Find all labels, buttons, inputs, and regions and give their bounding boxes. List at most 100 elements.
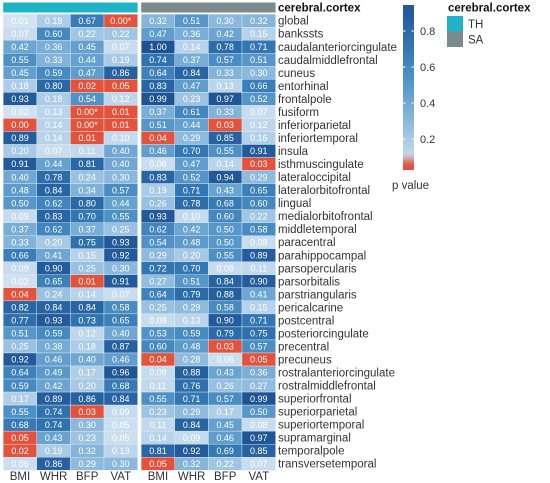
cell-value-label: 0.14	[45, 133, 63, 143]
cell-value-label: 0.47	[149, 29, 167, 39]
cell-value-label: 0.29	[183, 407, 201, 417]
cell-value-label: 0.51	[149, 120, 167, 130]
cell-value-label: 0.40	[11, 172, 29, 182]
cell-value-label: 0.02	[11, 446, 29, 456]
cell-value-label: 0.82	[11, 303, 29, 313]
cell-value-label: 1.00	[149, 42, 167, 52]
cell-value-label: 0.52	[250, 94, 268, 104]
cell-value-label: 0.42	[11, 42, 29, 52]
cell-value-label: 0.05	[250, 355, 268, 365]
cell-value-label: 0.81	[149, 446, 167, 456]
cell-value-label: 0.85	[250, 446, 268, 456]
row-label: superiorparietal	[278, 407, 357, 419]
cell-value-label: 0.84	[183, 68, 201, 78]
cell-value-label: 0.12	[78, 329, 96, 339]
cell-value-label: 0.25	[112, 224, 130, 234]
cell-value-label: 0.20	[11, 146, 29, 156]
cell-value-label: 0.90	[45, 263, 63, 273]
cell-value-label: 0.00*	[110, 16, 132, 26]
cell-value-label: 0.62	[45, 198, 63, 208]
cell-value-label: 0.08	[216, 263, 234, 273]
cell-value-label: 0.54	[149, 237, 167, 247]
cell-value-label: 0.06	[11, 459, 29, 469]
row-label: parsorbitalis	[278, 276, 340, 288]
cell-value-label: 0.78	[216, 42, 234, 52]
cell-value-label: 0.71	[183, 394, 201, 404]
cell-value-label: 0.77	[11, 316, 29, 326]
cell-value-label: 0.08	[149, 316, 167, 326]
cell-value-label: 0.93	[112, 237, 130, 247]
cell-value-label: 0.69	[216, 446, 234, 456]
cell-value-label: 0.22	[78, 29, 96, 39]
cell-value-label: 0.84	[183, 420, 201, 430]
cell-value-label: 0.55	[11, 407, 29, 417]
cell-value-label: 0.15	[250, 303, 268, 313]
cell-value-label: 0.24	[45, 290, 63, 300]
cell-value-label: 0.59	[45, 68, 63, 78]
cell-value-label: 0.54	[78, 94, 96, 104]
cell-value-label: 0.07	[250, 459, 268, 469]
cell-value-label: 0.78	[45, 172, 63, 182]
row-label: precentral	[278, 341, 329, 353]
cell-value-label: 0.66	[11, 250, 29, 260]
cell-value-label: 0.84	[216, 277, 234, 287]
cell-value-label: 0.29	[78, 459, 96, 469]
cell-value-label: 0.17	[11, 394, 29, 404]
cell-value-label: 0.89	[45, 394, 63, 404]
cell-value-label: 0.40	[78, 355, 96, 365]
cell-value-label: 0.92	[183, 446, 201, 456]
cell-value-label: 0.74	[45, 420, 63, 430]
cell-value-label: 0.09	[112, 407, 130, 417]
row-label: insula	[278, 146, 309, 158]
cell-value-label: 0.33	[216, 107, 234, 117]
colorbar	[403, 5, 414, 170]
row-label: entorhinal	[278, 81, 329, 93]
cell-value-label: 0.80	[45, 81, 63, 91]
cell-value-label: 0.26	[216, 381, 234, 391]
row-label: caudalmiddlefrontal	[278, 55, 378, 67]
cell-value-label: 0.20	[78, 381, 96, 391]
cell-value-label: 0.11	[250, 263, 267, 273]
cell-value-label: 0.89	[11, 133, 29, 143]
cell-value-label: 0.23	[183, 94, 201, 104]
row-label: lateralorbitofrontal	[278, 185, 370, 197]
row-label: rostralmiddlefrontal	[278, 381, 376, 393]
cell-value-label: 0.33	[216, 68, 234, 78]
cell-value-label: 0.15	[250, 29, 268, 39]
cell-value-label: 0.85	[216, 133, 234, 143]
cell-value-label: 0.48	[11, 185, 29, 195]
cell-value-label: 0.83	[149, 172, 167, 182]
cell-value-label: 0.91	[11, 159, 29, 169]
cell-value-label: 0.40	[112, 146, 130, 156]
column-label: VAT	[248, 471, 269, 483]
cell-value-label: 0.92	[112, 250, 130, 260]
cell-value-label: 0.93	[45, 316, 63, 326]
cell-value-label: 0.74	[149, 55, 167, 65]
cell-value-label: 0.00*	[77, 120, 99, 130]
cell-value-label: 0.03	[216, 342, 234, 352]
cell-value-label: 0.50	[216, 237, 234, 247]
annotation-row-label: cerebral.cortex	[278, 3, 361, 15]
cell-value-label: 0.30	[112, 263, 130, 273]
cell-value-label: 0.29	[149, 250, 167, 260]
cell-value-label: 0.25	[149, 303, 167, 313]
cell-value-label: 0.29	[250, 172, 268, 182]
cell-value-label: 0.28	[183, 355, 201, 365]
cell-value-label: 0.96	[112, 368, 130, 378]
row-label: pericalcarine	[278, 302, 343, 314]
cell-value-label: 0.62	[149, 224, 167, 234]
cell-value-label: 0.46	[112, 355, 130, 365]
colorbar-tick-label: 0.4	[420, 98, 435, 110]
row-label: postcentral	[278, 315, 334, 327]
cell-value-label: 0.36	[45, 42, 63, 52]
row-label: bankssts	[278, 29, 324, 41]
cell-value-label: 0.19	[149, 185, 167, 195]
cell-value-label: 0.70	[78, 211, 96, 221]
cell-value-label: 0.01	[78, 277, 96, 287]
cell-value-label: 0.51	[250, 55, 268, 65]
cell-value-label: 0.67	[78, 16, 96, 26]
cell-value-label: 0.07	[112, 290, 130, 300]
row-label: parsopercularis	[278, 263, 357, 275]
cell-value-label: 0.40	[112, 329, 130, 339]
cell-value-label: 0.44	[78, 55, 96, 65]
